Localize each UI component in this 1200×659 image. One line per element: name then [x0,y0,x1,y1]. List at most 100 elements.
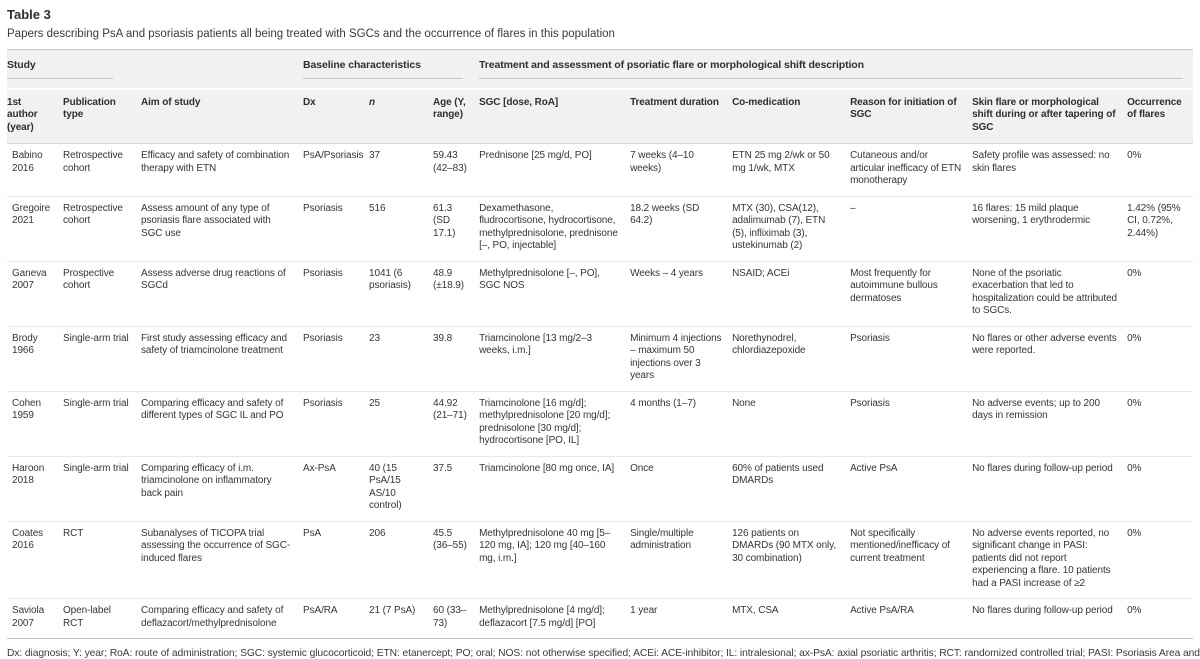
cell-n: 1041 (6 psoriasis) [369,260,434,326]
cell-author-year: Haroon 2018 [7,455,63,521]
abbreviations-footnote: Dx: diagnosis; Y: year; RoA: route of ad… [7,648,1200,659]
cell-dx: PsA/Psoriasis [303,150,364,161]
column-group-label: Baseline characteristics [303,59,421,71]
column-header-skin-flare-shift: Skin flare or morphological shift during… [972,88,1128,144]
cell-n: 40 (15 PsA/15 AS/10 control) [369,455,434,521]
cell-treatment-duration: Single/multiple administration [630,520,733,599]
cell-dx: Ax-PsA [303,455,370,521]
cell-skin-flare-shift: Safety profile was assessed: no skin fla… [972,150,1110,174]
cell-dx: Psoriasis [303,325,370,391]
table-caption: Papers describing PsA and psoriasis pati… [7,28,615,40]
cell-n: 206 [369,520,434,599]
cell-reason-initiation: Psoriasis [850,390,973,456]
cell-publication-type: Retrospective cohort [63,150,123,174]
cell-age: 37.5 [433,455,480,521]
table-row: Gregoire 2021 Retrospective cohort Assess … [7,195,1194,261]
cell-publication-type: Single-arm trial [63,390,141,456]
cell-dx: Psoriasis [303,260,370,326]
cell-reason-initiation: Psoriasis [850,325,973,391]
cell-sgc-dose-roa: Methylprednisolone 40 mg [5–120 mg, IA];… [479,520,631,599]
cell-treatment-duration: Minimum 4 injections – maximum 50 inject… [630,325,733,391]
cell-publication-type: Prospective cohort [63,260,141,326]
cell-aim-of-study: Subanalyses of TICOPA trial assessing th… [141,520,304,599]
cell-treatment-duration: 7 weeks (4–10 weeks) [630,150,694,174]
column-header-author-year: 1st author (year) [7,88,63,144]
cell-dx: PsA/RA [303,598,370,639]
cell-skin-flare-shift: No flares during follow-up period [972,598,1128,639]
column-header-sgc-dose-roa: SGC [dose, RoA] [479,88,631,144]
column-header-aim-of-study: Aim of study [141,88,304,144]
cell-age: 39.8 [433,325,480,391]
cell-publication-type: Open-label RCT [63,598,141,639]
column-header-dx: Dx [303,88,370,144]
cell-n: 21 (7 PsA) [369,598,434,639]
cell-author-year: Brody 1966 [7,325,63,391]
table-header: Study Baseline characteristics Treatment… [7,49,1194,144]
table-row: Cohen 1959 Single-arm trial Comparing effi… [7,390,1194,456]
cell-skin-flare-shift: No flares during follow-up period [972,455,1128,521]
cell-occurrence-of-flares: 0% [1127,325,1194,391]
table-row: Saviola 2007 Open-label RCT Comparing effi… [7,598,1194,639]
cell-sgc-dose-roa: Dexamethasone, fludrocortisone, hydrocor… [479,195,631,261]
cell-reason-initiation: – [850,195,973,261]
cell-author-year: Cohen 1959 [7,390,63,456]
cell-author-year: Gregoire 2021 [7,195,63,261]
group-underline [7,77,113,79]
cell-dx: Psoriasis [303,390,370,456]
cell-age: 45.5 (36–55) [433,520,480,599]
table-title: Table 3 [7,7,51,22]
table-row: Babino 2016 Retrospective cohort Efficacy … [7,144,1193,197]
cell-reason-initiation: Most frequently for autoimmune bullous d… [850,260,973,326]
column-header-occurrence-of-flares: Occurrence of flares [1127,88,1194,144]
column-header-publication-type: Publication type [63,88,141,144]
group-underline [303,77,464,79]
cell-aim-of-study: Assess amount of any type of psoriasis f… [141,195,304,261]
table-body: Babino 2016 Retrospective cohort Efficacy … [7,144,1194,639]
cell-occurrence-of-flares: 1.42% (95% CI, 0.72%, 2.44%) [1127,195,1194,261]
column-group-label: Treatment and assessment of psoriatic fl… [479,59,864,71]
cell-age: 44.92 (21–71) [433,390,480,456]
column-group-label: Study [7,59,36,71]
cell-treatment-duration: 18.2 weeks (SD 64.2) [630,195,733,261]
cell-reason-initiation: Not specifically mentioned/inefficacy of… [850,520,973,599]
cell-sgc-dose-roa: Triamcinolone [16 mg/d]; methylprednisol… [479,390,631,456]
cell-occurrence-of-flares: 0% [1127,390,1194,456]
column-group-study: Study [7,49,304,90]
column-group-treatment: Treatment and assessment of psoriatic fl… [479,49,1194,90]
cell-n: 37 [369,150,380,161]
cell-skin-flare-shift: No adverse events reported, no significa… [972,520,1128,599]
table-row: Haroon 2018 Single-arm trial Comparing eff… [7,455,1194,521]
cell-treatment-duration: 4 months (1–7) [630,390,733,456]
study-table: Study Baseline characteristics Treatment… [7,49,1194,639]
column-header-age: Age (Y, range) [433,88,480,144]
cell-dx: Psoriasis [303,195,370,261]
column-header-reason-initiation: Reason for initiation of SGC [850,88,973,144]
column-group-baseline: Baseline characteristics [303,49,480,90]
cell-aim-of-study: First study assessing efficacy and safet… [141,325,304,391]
column-header-n: n [369,88,434,144]
cell-author-year: Babino 2016 [12,150,43,174]
cell-reason-initiation: Active PsA/RA [850,598,973,639]
cell-publication-type: RCT [63,520,141,599]
cell-sgc-dose-roa: Methylprednisolone [4 mg/d]; deflazacort… [479,598,631,639]
cell-n: 516 [369,195,434,261]
column-header-treatment-duration: Treatment duration [630,88,733,144]
cell-age: 60 (33–73) [433,598,480,639]
column-header-row: 1st author (year) Publication type Aim o… [7,88,1194,144]
cell-aim-of-study: Comparing efficacy and safety of differe… [141,390,304,456]
cell-occurrence-of-flares: 0% [1127,598,1194,639]
cell-sgc-dose-roa: Prednisone [25 mg/d, PO] [479,150,592,161]
cell-co-medication: 126 patients on DMARDs (90 MTX only, 30 … [732,520,851,599]
cell-occurrence-of-flares: 0% [1127,260,1194,326]
table-row: Ganeva 2007 Prospective cohort Assess adve… [7,260,1194,326]
cell-n: 23 [369,325,434,391]
cell-age: 61.3 (SD 17.1) [433,195,480,261]
cell-skin-flare-shift: None of the psoriatic exacerbation that … [972,260,1128,326]
cell-occurrence-of-flares: 0% [1127,520,1194,599]
cell-co-medication: NSAID; ACEi [732,260,851,326]
cell-reason-initiation: Active PsA [850,455,973,521]
cell-co-medication: MTX, CSA [732,598,851,639]
cell-author-year: Saviola 2007 [7,598,63,639]
cell-co-medication: None [732,390,851,456]
